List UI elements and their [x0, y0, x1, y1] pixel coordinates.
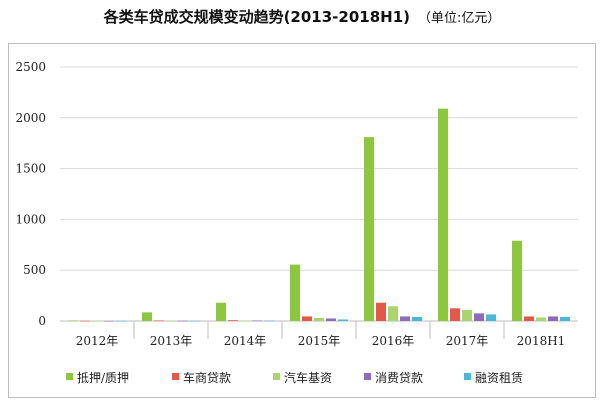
legend-label: 汽车基资 — [284, 370, 332, 385]
plot-panel — [8, 43, 596, 398]
y-tick-label: 2500 — [15, 60, 46, 74]
bar-3-1 — [92, 320, 102, 322]
x-category-label: 2013年 — [150, 334, 193, 348]
bar-4-1 — [104, 320, 114, 322]
legend-label: 车商贷款 — [183, 370, 231, 385]
y-tick-label: 0 — [38, 314, 46, 328]
bar-4-7 — [548, 316, 558, 321]
bar-5-2 — [190, 320, 200, 322]
bar-4-4 — [326, 318, 336, 321]
x-category-label: 2016年 — [372, 334, 415, 348]
legend-swatch — [464, 373, 471, 380]
bar-1-3 — [216, 302, 226, 321]
bar-1-5 — [364, 137, 374, 321]
bar-4-5 — [400, 316, 410, 321]
x-category-label: 2018H1 — [517, 334, 566, 348]
bar-5-3 — [264, 320, 274, 322]
x-category-label: 2012年 — [76, 334, 119, 348]
legend-swatch — [172, 373, 179, 380]
bar-5-7 — [560, 316, 570, 321]
bar-3-4 — [314, 317, 324, 321]
x-category-label: 2014年 — [224, 334, 267, 348]
bar-1-2 — [142, 312, 152, 321]
chart-unit-note: （单位:亿元） — [418, 11, 501, 26]
legend-label: 融资租赁 — [475, 371, 523, 385]
bar-2-7 — [524, 316, 534, 321]
bar-5-1 — [116, 320, 126, 322]
chart-title-text: 各类车贷成交规模变动趋势(2013-2018H1) — [103, 8, 411, 26]
bar-3-6 — [462, 309, 472, 321]
bar-3-2 — [166, 320, 176, 322]
y-tick-label: 2000 — [15, 111, 46, 125]
bar-2-1 — [80, 320, 90, 322]
bar-3-7 — [536, 317, 546, 321]
bar-1-1 — [68, 320, 78, 322]
bar-2-3 — [228, 320, 238, 321]
legend-label: 消费贷款 — [375, 371, 423, 385]
bar-1-7 — [512, 240, 522, 321]
x-category-label: 2017年 — [446, 334, 489, 348]
bar-2-2 — [154, 320, 164, 322]
chart-title: 各类车贷成交规模变动趋势(2013-2018H1) （单位:亿元） — [0, 6, 604, 27]
y-tick-label: 500 — [23, 263, 46, 277]
x-category-label: 2015年 — [298, 334, 341, 348]
bar-3-5 — [388, 306, 398, 321]
legend-swatch — [66, 373, 73, 380]
bar-4-3 — [252, 320, 262, 322]
bar-4-6 — [474, 313, 484, 321]
bar-5-5 — [412, 316, 422, 321]
bar-5-4 — [338, 319, 348, 321]
legend-label: 抵押/质押 — [77, 371, 129, 385]
legend-swatch — [273, 373, 280, 380]
bar-4-2 — [178, 320, 188, 322]
bar-2-4 — [302, 316, 312, 321]
bar-1-4 — [290, 264, 300, 321]
bar-2-6 — [450, 308, 460, 321]
bar-2-5 — [376, 302, 386, 321]
y-tick-label: 1500 — [15, 162, 46, 176]
y-tick-label: 1000 — [15, 212, 46, 226]
bar-1-6 — [438, 108, 448, 321]
bar-3-3 — [240, 320, 250, 322]
legend-swatch — [364, 373, 371, 380]
bar-5-6 — [486, 314, 496, 321]
